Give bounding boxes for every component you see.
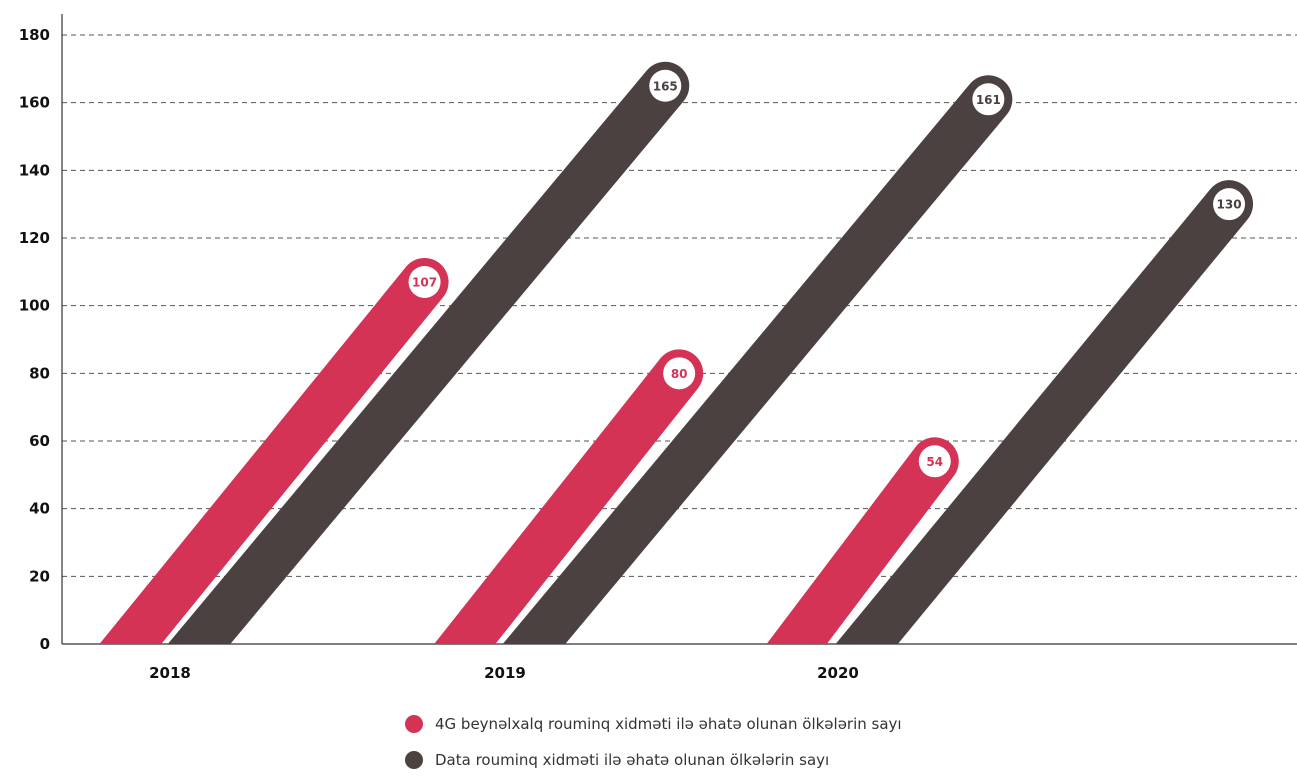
bar-4g-2020: 54	[766, 437, 959, 644]
bar-4g-2019: 80	[434, 349, 704, 644]
value-badge	[1213, 188, 1246, 221]
x-axis: 2018 2019 2020	[62, 643, 1297, 682]
y-tick-label: 100	[19, 297, 50, 315]
bar-data-2019: 161	[502, 75, 1013, 644]
legend-label-4g: 4G beynəlxalq rouminq xidməti ilə əhatə …	[435, 715, 902, 733]
value-badge	[972, 83, 1005, 116]
legend-item-4g: 4G beynəlxalq rouminq xidməti ilə əhatə …	[405, 706, 902, 742]
value-badge	[408, 265, 441, 298]
y-tick-label: 140	[19, 161, 50, 179]
legend-label-data: Data rouminq xidməti ilə əhatə olunan öl…	[435, 751, 830, 769]
x-tick-label: 2018	[149, 664, 191, 682]
y-tick-label: 120	[19, 229, 50, 247]
data-label: 161	[976, 93, 1001, 107]
legend-dot-data	[405, 751, 423, 769]
x-tick-label: 2019	[484, 664, 526, 682]
y-tick-label: 80	[29, 364, 50, 382]
value-badge	[649, 69, 682, 102]
legend: 4G beynəlxalq rouminq xidməti ilə əhatə …	[405, 706, 902, 778]
value-badge	[918, 445, 951, 478]
y-tick-label: 180	[19, 26, 50, 44]
data-label: 130	[1217, 198, 1242, 212]
y-tick-label: 160	[19, 94, 50, 112]
bar-shape	[434, 349, 704, 644]
y-tick-label: 20	[29, 567, 50, 585]
x-tick-label: 2020	[817, 664, 859, 682]
bar-data-2018: 165	[167, 61, 690, 644]
bar-shape	[835, 180, 1254, 644]
value-badge	[663, 357, 696, 390]
bar-shape	[167, 61, 690, 644]
legend-item-data: Data rouminq xidməti ilə əhatə olunan öl…	[405, 742, 902, 778]
y-tick-label: 0	[40, 635, 50, 653]
bar-shape	[99, 257, 449, 644]
y-tick-label: 60	[29, 432, 50, 450]
data-label: 54	[926, 455, 943, 469]
bars: 107 80 54 165 161 130	[99, 61, 1254, 644]
bar-shape	[766, 437, 959, 644]
legend-dot-4g	[405, 715, 423, 733]
y-tick-label: 40	[29, 500, 50, 518]
bar-4g-2018: 107	[99, 257, 449, 644]
bar-shape	[502, 75, 1013, 644]
data-label: 165	[653, 79, 678, 93]
data-label: 80	[671, 367, 688, 381]
bar-data-2020: 130	[835, 180, 1254, 644]
roaming-chart: 0 20 40 60 80 100 120 140 160 180 2018 2019 2020 10…	[19, 14, 1297, 682]
data-label: 107	[412, 275, 437, 289]
y-axis: 0 20 40 60 80 100 120 140 160 180	[19, 14, 63, 653]
